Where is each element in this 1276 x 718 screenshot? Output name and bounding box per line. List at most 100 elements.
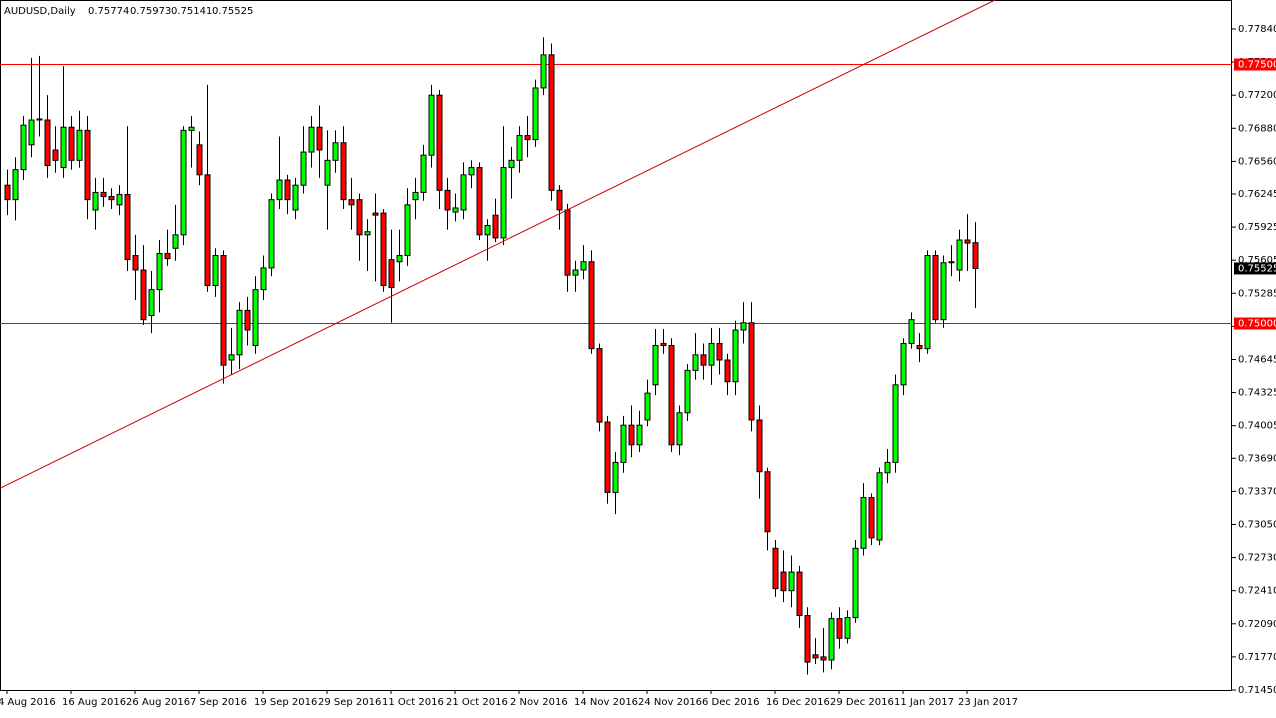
plot-area (0, 0, 1232, 691)
candle-body (660, 342, 667, 347)
y-tick-label: 0.73370 (1238, 486, 1276, 497)
ohlc-open: 0.75774 (88, 6, 129, 17)
candle-body (820, 656, 827, 661)
x-tick-label: 29 Sep 2016 (318, 697, 381, 708)
candle-body (220, 255, 227, 366)
candle-body (924, 255, 931, 350)
candle-body (68, 126, 75, 161)
candle-body (228, 354, 235, 361)
candle-body (300, 151, 307, 186)
candle-body (116, 193, 123, 206)
x-tick-label: 2 Nov 2016 (510, 697, 568, 708)
y-tick-label: 0.72410 (1238, 586, 1276, 597)
candle-body (564, 209, 571, 276)
ohlc-high: 0.75973 (130, 6, 171, 17)
level-label-box (1234, 317, 1276, 330)
candle-body (964, 239, 971, 244)
candle-body (124, 193, 131, 261)
candle-body (252, 289, 259, 347)
candle-body (468, 167, 475, 176)
candle-body (452, 207, 459, 213)
candle-body (772, 547, 779, 590)
candle-body (164, 252, 171, 260)
candle-body (52, 149, 59, 161)
y-tick-label: 0.74325 (1238, 388, 1276, 399)
candle-body (148, 289, 155, 317)
candle-body (580, 261, 587, 271)
x-tick-label: 14 Nov 2016 (574, 697, 638, 708)
candle-body (388, 259, 395, 289)
candle-body (644, 392, 651, 421)
candle-body (412, 191, 419, 201)
candle-body (244, 309, 251, 331)
x-tick-label: 21 Oct 2016 (446, 697, 508, 708)
candle-body (20, 124, 27, 171)
candle-body (916, 345, 923, 350)
candle-body (60, 126, 67, 169)
candle-body (236, 309, 243, 356)
candle-body (700, 354, 707, 366)
candle-body (428, 94, 435, 156)
candle-body (420, 154, 427, 193)
candle-body (212, 255, 219, 287)
candle-body (604, 421, 611, 493)
x-tick-label: 16 Dec 2016 (766, 697, 830, 708)
candle-body (716, 342, 723, 361)
candle-body (188, 126, 195, 131)
candle-body (668, 345, 675, 446)
x-tick-label: 26 Aug 2016 (126, 697, 190, 708)
candle-body (4, 184, 11, 201)
candle-body (652, 345, 659, 386)
candle-body (804, 615, 811, 663)
candle-body (556, 189, 563, 211)
candle-body (732, 329, 739, 383)
candle-body (516, 135, 523, 161)
y-tick-label: 0.75925 (1238, 222, 1276, 233)
x-tick-label: 11 Oct 2016 (382, 697, 444, 708)
candle-body (356, 199, 363, 236)
y-tick-label: 0.74005 (1238, 421, 1276, 432)
ohlc-low: 0.75141 (171, 6, 212, 17)
x-tick-label: 6 Dec 2016 (702, 697, 760, 708)
candle-body (100, 191, 107, 198)
candle-body (12, 169, 19, 201)
candle-body (276, 179, 283, 201)
candle-body (684, 369, 691, 414)
x-tick-label: 29 Dec 2016 (830, 697, 894, 708)
candle-body (740, 322, 747, 331)
level-label: 0.75000 (1238, 319, 1276, 330)
y-tick-label: 0.73690 (1238, 453, 1276, 464)
candle-body (396, 255, 403, 263)
candle-body (372, 212, 379, 216)
candle-body (268, 199, 275, 269)
candle-body (196, 144, 203, 176)
candle-body (956, 239, 963, 271)
candle-body (260, 267, 267, 291)
candle-body (796, 571, 803, 617)
candle-body (708, 342, 715, 366)
candle-body (380, 212, 387, 287)
y-tick-label: 0.71770 (1238, 652, 1276, 663)
current-price-box (1234, 262, 1276, 275)
x-tick-label: 7 Sep 2016 (190, 697, 247, 708)
candle-body (780, 571, 787, 592)
chart-title: AUDUSD,Daily (4, 6, 76, 17)
candle-body (292, 184, 299, 211)
candle-body (508, 159, 515, 169)
candle-body (524, 135, 531, 141)
candle-body (908, 319, 915, 344)
y-tick-label: 0.77200 (1238, 90, 1276, 101)
x-tick-label: 16 Aug 2016 (62, 697, 126, 708)
candle-body (692, 354, 699, 371)
candle-body (364, 231, 371, 236)
candle-body (852, 547, 859, 619)
x-tick-label: 4 Aug 2016 (0, 697, 56, 708)
candle-body (140, 269, 147, 321)
y-tick-label: 0.77840 (1238, 24, 1276, 35)
trend-line (0, 0, 996, 489)
y-tick-label: 0.74645 (1238, 354, 1276, 365)
candle-body (444, 189, 451, 211)
candle-body (868, 497, 875, 539)
candle-body (348, 199, 355, 206)
y-tick-label: 0.76880 (1238, 123, 1276, 134)
